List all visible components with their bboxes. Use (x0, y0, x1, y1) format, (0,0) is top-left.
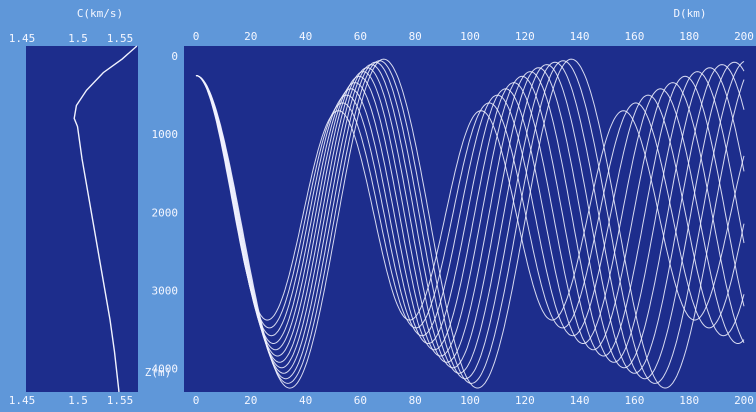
profile-tick-label: 1.55 (107, 394, 134, 407)
rays-tick-label: 100 (460, 394, 480, 407)
rays-tick-label: 140 (570, 30, 590, 43)
rays-xlabel: D(km) (673, 7, 706, 20)
rays-depth-tick-label: 3000 (152, 284, 179, 297)
rays-tick-label: 40 (299, 30, 312, 43)
sound-speed-line (73, 45, 138, 393)
rays-tick-label: 160 (624, 394, 644, 407)
profile-plot (73, 45, 138, 393)
ray-path (195, 61, 745, 380)
rays-bottom-tick-labels: 0 20 40 60 80 100 120 140 160 180 200 (193, 394, 754, 407)
rays-tick-label: 200 (734, 394, 754, 407)
rays-tick-label: 140 (570, 394, 590, 407)
rays-depth-tick-labels: 0 1000 2000 3000 4000 (152, 50, 179, 376)
rays-tick-label: 80 (409, 394, 422, 407)
profile-tick-label: 1.45 (9, 32, 36, 45)
rays-tick-label: 0 (193, 394, 200, 407)
profile-top-tick-labels: 1.45 1.5 1.55 (9, 32, 134, 45)
rays-tick-label: 60 (354, 394, 367, 407)
rays-depth-tick-label: 4000 (152, 363, 179, 376)
rays-tick-label: 20 (244, 394, 257, 407)
rays-depth-tick-label: 2000 (152, 206, 179, 219)
ray-path (195, 58, 745, 389)
profile-tick-label: 1.5 (68, 32, 88, 45)
ray-path (195, 71, 745, 363)
rays-depth-tick-label: 0 (171, 50, 178, 63)
rays-panel (184, 46, 756, 392)
rays-tick-label: 200 (734, 30, 754, 43)
profile-tick-label: 1.45 (9, 394, 36, 407)
profile-tick-label: 1.55 (107, 32, 134, 45)
profile-panel (26, 46, 138, 392)
rays-tick-label: 0 (193, 30, 200, 43)
rays-tick-label: 40 (299, 394, 312, 407)
rays-tick-label: 100 (460, 30, 480, 43)
rays-tick-label: 120 (515, 30, 535, 43)
rays-top-tick-labels: 0 20 40 60 80 100 120 140 160 180 200 (193, 30, 754, 43)
ray-path (195, 75, 745, 344)
ray-path (195, 75, 745, 351)
ray-path (195, 67, 745, 369)
profile-bottom-tick-labels: 1.45 1.5 1.55 (9, 394, 134, 407)
ray-path (195, 75, 745, 337)
rays-tick-label: 20 (244, 30, 257, 43)
profile-xlabel: C(km/s) (77, 7, 123, 20)
ray-path (195, 75, 745, 329)
rays-tick-label: 120 (515, 394, 535, 407)
rays-plot (195, 58, 745, 389)
ray-path (195, 75, 745, 321)
ray-path (195, 64, 745, 374)
rays-tick-label: 80 (409, 30, 422, 43)
rays-tick-label: 60 (354, 30, 367, 43)
ray-path (195, 75, 745, 357)
rays-depth-tick-label: 1000 (152, 128, 179, 141)
profile-tick-label: 1.5 (68, 394, 88, 407)
rays-tick-label: 180 (679, 394, 699, 407)
rays-ylabel: Z(m) (145, 366, 172, 379)
rays-tick-label: 180 (679, 30, 699, 43)
rays-tick-label: 160 (624, 30, 644, 43)
